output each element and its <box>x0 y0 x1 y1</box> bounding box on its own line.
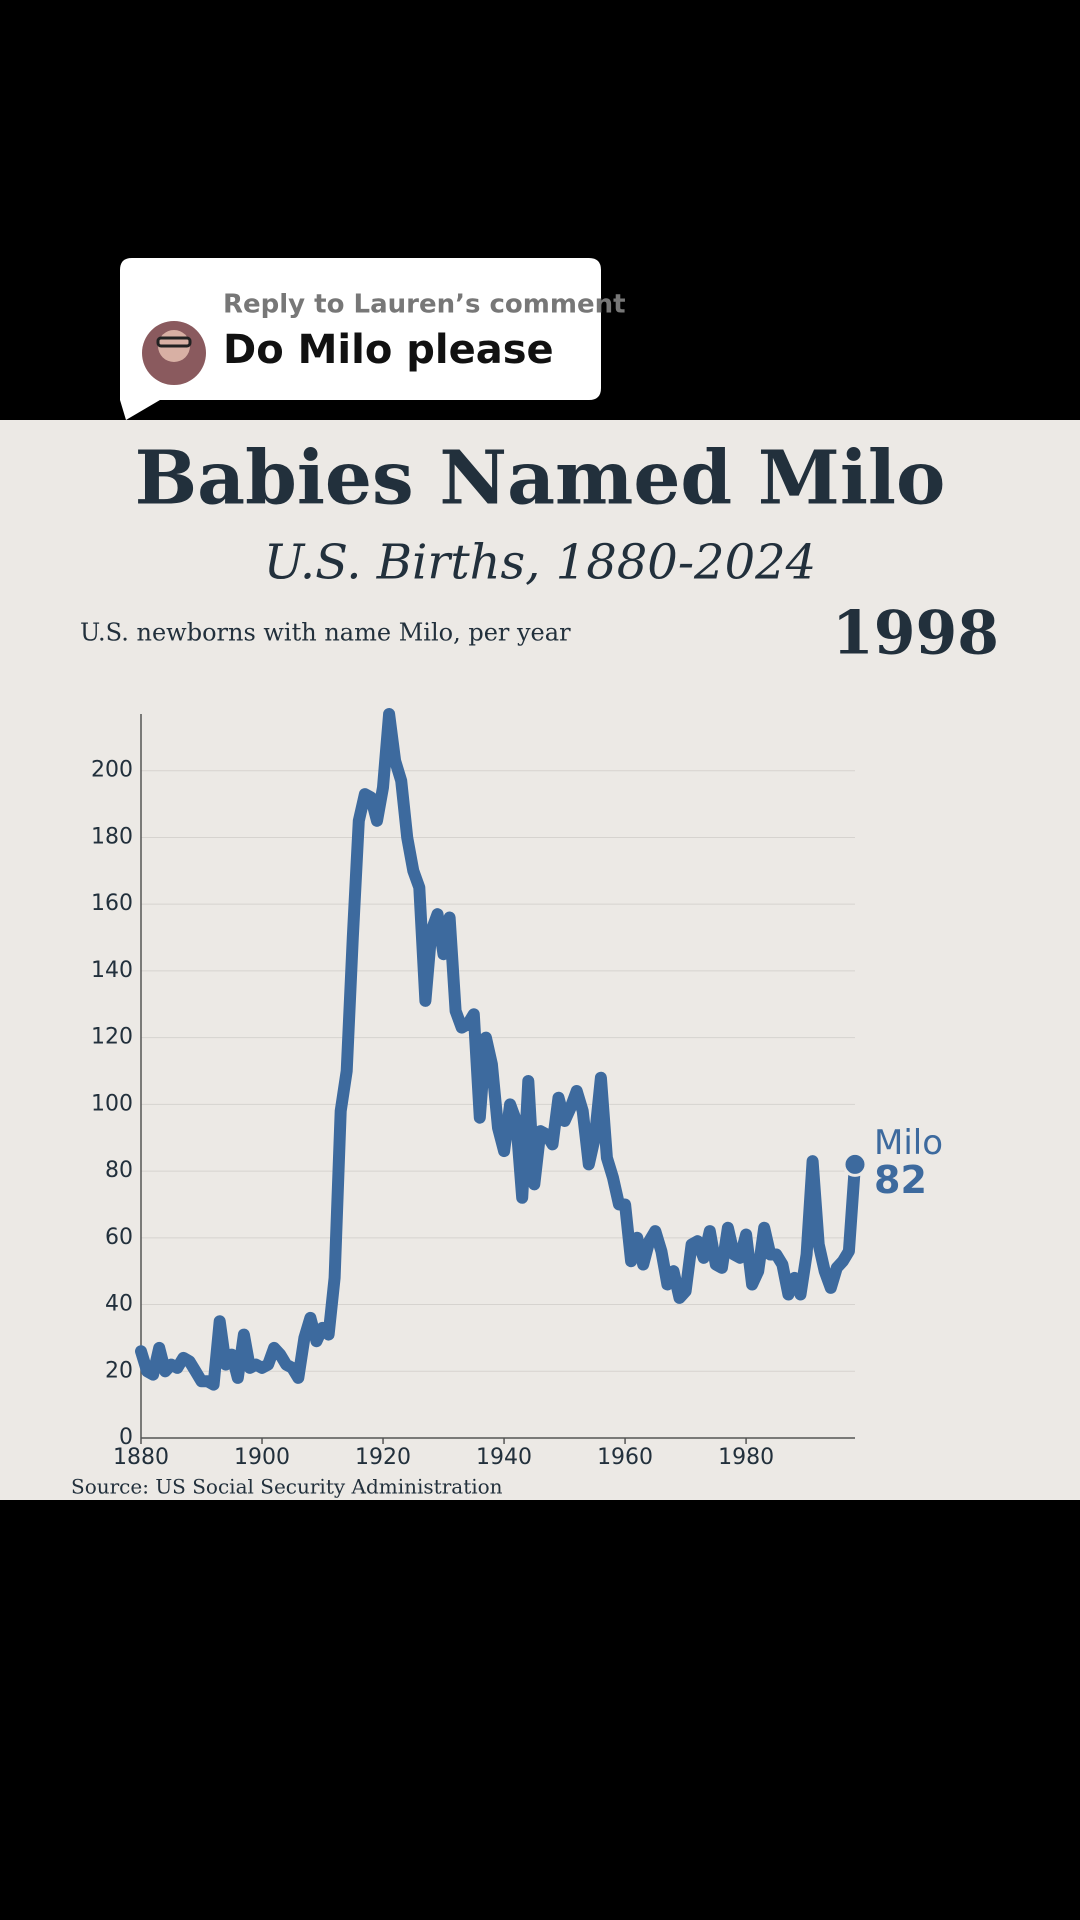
y-tick-label: 180 <box>91 824 133 849</box>
avatar-glasses <box>156 336 192 348</box>
y-tick-label: 20 <box>105 1358 133 1383</box>
y-tick-label: 0 <box>119 1425 133 1450</box>
y-tick-label: 160 <box>91 891 133 916</box>
x-tick-label: 1880 <box>113 1445 169 1470</box>
reply-label: Reply to Lauren’s comment <box>223 290 626 320</box>
y-tick-label: 60 <box>105 1225 133 1250</box>
end-point <box>842 1151 868 1177</box>
source: Source: US Social Security Administratio… <box>71 1475 503 1499</box>
y-tick-label: 40 <box>105 1292 133 1317</box>
x-tick-label: 1900 <box>234 1445 290 1470</box>
current-year: 1998 <box>832 599 999 669</box>
y-axis-label: U.S. newborns with name Milo, per year <box>80 619 571 647</box>
x-tick-label: 1960 <box>597 1445 653 1470</box>
chart-panel <box>0 420 1080 1500</box>
x-tick-label: 1940 <box>476 1445 532 1470</box>
series-line <box>135 708 861 1391</box>
chart-title: Babies Named Milo <box>135 436 946 522</box>
comment-text: Do Milo please <box>223 327 554 373</box>
comment-bubble[interactable] <box>120 258 601 420</box>
x-tick-label: 1980 <box>718 1445 774 1470</box>
end-value-label: 82 <box>874 1158 927 1202</box>
y-tick-label: 120 <box>91 1025 133 1050</box>
chart-subtitle: U.S. Births, 1880-2024 <box>264 535 816 591</box>
y-tick-label: 80 <box>105 1158 133 1183</box>
x-tick-label: 1920 <box>355 1445 411 1470</box>
y-tick-label: 140 <box>91 958 133 983</box>
series-name: Milo <box>874 1123 943 1163</box>
y-tick-label: 200 <box>91 758 133 783</box>
y-tick-label: 100 <box>91 1091 133 1116</box>
